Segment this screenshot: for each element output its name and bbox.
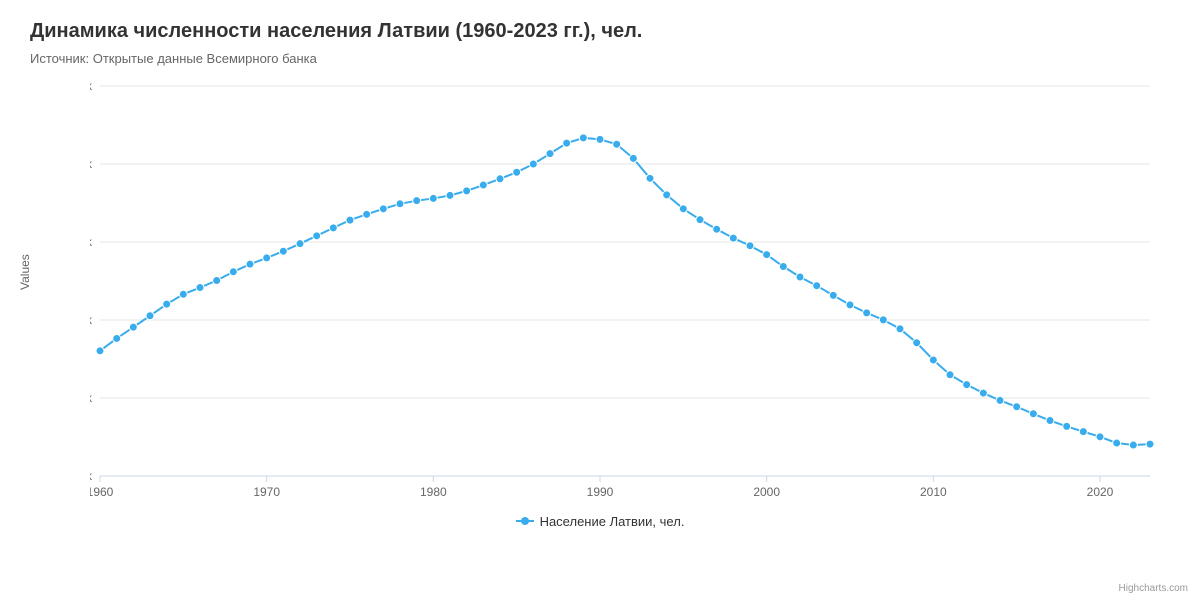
series-marker[interactable] — [796, 273, 804, 281]
series-marker[interactable] — [629, 154, 637, 162]
series-marker[interactable] — [979, 389, 987, 397]
y-tick-label: 2 600k — [90, 157, 93, 171]
legend[interactable]: Население Латвии, чел. — [10, 514, 1190, 530]
series-marker[interactable] — [913, 339, 921, 347]
x-tick-label: 2020 — [1087, 485, 1114, 499]
x-tick-label: 1970 — [253, 485, 280, 499]
chart-container: Динамика численности населения Латвии (1… — [0, 0, 1200, 600]
series-marker[interactable] — [763, 251, 771, 259]
y-tick-label: 2 400k — [90, 235, 93, 249]
series-marker[interactable] — [263, 254, 271, 262]
x-tick-label: 2010 — [920, 485, 947, 499]
series-marker[interactable] — [729, 234, 737, 242]
series-marker[interactable] — [779, 263, 787, 271]
series-marker[interactable] — [646, 174, 654, 182]
series-marker[interactable] — [179, 290, 187, 298]
series-marker[interactable] — [713, 225, 721, 233]
series-marker[interactable] — [613, 140, 621, 148]
series-marker[interactable] — [313, 232, 321, 240]
series-marker[interactable] — [1129, 441, 1137, 449]
y-tick-label: 2 200k — [90, 313, 93, 327]
y-tick-label: 2 000k — [90, 391, 93, 405]
credits-link[interactable]: Highcharts.com — [1119, 583, 1188, 594]
series-marker[interactable] — [463, 187, 471, 195]
x-tick-label: 1960 — [90, 485, 114, 499]
series-marker[interactable] — [129, 323, 137, 331]
series-marker[interactable] — [363, 210, 371, 218]
series-marker[interactable] — [346, 216, 354, 224]
y-axis-title: Values — [18, 254, 32, 290]
legend-label: Население Латвии, чел. — [540, 514, 685, 529]
y-tick-label: 2 800k — [90, 79, 93, 93]
series-line[interactable] — [100, 138, 1150, 445]
series-marker[interactable] — [229, 268, 237, 276]
series-marker[interactable] — [863, 309, 871, 317]
series-marker[interactable] — [1063, 422, 1071, 430]
series-marker[interactable] — [929, 356, 937, 364]
x-tick-label: 1980 — [420, 485, 447, 499]
series-marker[interactable] — [679, 205, 687, 213]
series-marker[interactable] — [896, 325, 904, 333]
series-marker[interactable] — [146, 312, 154, 320]
series-marker[interactable] — [829, 291, 837, 299]
subtitle-source: Открытые данные Всемирного банка — [93, 51, 317, 66]
chart-title: Динамика численности населения Латвии (1… — [30, 20, 1190, 43]
legend-marker — [516, 515, 534, 530]
plot-svg: 1 800k 2 000k 2 200k 2 400k 2 600k 2 800k 1960… — [90, 76, 1160, 506]
subtitle-prefix: Источник: — [30, 51, 93, 66]
series-marker[interactable] — [963, 381, 971, 389]
x-tick-label: 2000 — [753, 485, 780, 499]
series-marker[interactable] — [413, 197, 421, 205]
series-marker[interactable] — [496, 175, 504, 183]
y-tick-label: 1 800k — [90, 469, 93, 483]
series-marker[interactable] — [379, 205, 387, 213]
series-marker[interactable] — [246, 260, 254, 268]
series-marker[interactable] — [879, 316, 887, 324]
series-marker[interactable] — [1046, 417, 1054, 425]
series-marker[interactable] — [213, 277, 221, 285]
series-marker[interactable] — [329, 224, 337, 232]
series-marker[interactable] — [696, 216, 704, 224]
plot-area: 1 800k 2 000k 2 200k 2 400k 2 600k 2 800k 1960… — [90, 76, 1150, 506]
series-marker[interactable] — [113, 334, 121, 342]
x-tick-label: 1990 — [587, 485, 614, 499]
chart-subtitle: Источник: Открытые данные Всемирного бан… — [30, 51, 1190, 66]
series-marker[interactable] — [513, 168, 521, 176]
series-marker[interactable] — [746, 242, 754, 250]
series-marker[interactable] — [163, 300, 171, 308]
series-marker[interactable] — [1146, 440, 1154, 448]
series-marker[interactable] — [1013, 403, 1021, 411]
series-marker[interactable] — [1029, 410, 1037, 418]
series-marker[interactable] — [813, 282, 821, 290]
series-marker[interactable] — [946, 371, 954, 379]
series-marker[interactable] — [546, 150, 554, 158]
series-marker[interactable] — [1079, 428, 1087, 436]
series-marker[interactable] — [996, 396, 1004, 404]
series-marker[interactable] — [446, 191, 454, 199]
series-marker[interactable] — [479, 181, 487, 189]
series-marker[interactable] — [596, 135, 604, 143]
series-marker[interactable] — [663, 191, 671, 199]
series-marker[interactable] — [196, 284, 204, 292]
series-marker[interactable] — [396, 200, 404, 208]
series-marker[interactable] — [529, 160, 537, 168]
series-marker[interactable] — [429, 194, 437, 202]
series-marker[interactable] — [279, 247, 287, 255]
series-marker[interactable] — [1096, 433, 1104, 441]
series-marker[interactable] — [563, 139, 571, 147]
series-marker[interactable] — [579, 134, 587, 142]
series-marker[interactable] — [846, 301, 854, 309]
series-marker[interactable] — [296, 240, 304, 248]
series-marker[interactable] — [96, 347, 104, 355]
series-marker[interactable] — [1113, 439, 1121, 447]
